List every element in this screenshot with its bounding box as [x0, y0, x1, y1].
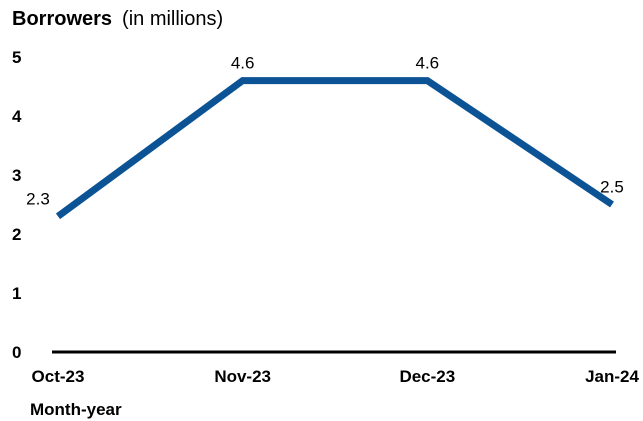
data-label: 4.6: [231, 54, 255, 73]
y-tick-label: 4: [12, 107, 22, 126]
data-label: 2.5: [600, 178, 624, 197]
chart-title-group: Borrowers (in millions): [12, 8, 223, 30]
y-tick-label: 1: [12, 284, 21, 303]
y-tick-label: 2: [12, 225, 21, 244]
y-axis-ticks: 0 1 2 3 4 5: [12, 48, 22, 362]
y-tick-label: 5: [12, 48, 21, 67]
y-tick-label: 0: [12, 343, 21, 362]
x-axis-label: Month-year: [30, 400, 122, 419]
x-tick-label: Nov-23: [214, 367, 271, 386]
x-axis-ticks: Oct-23 Nov-23 Dec-23 Jan-24: [32, 367, 640, 386]
chart-title: Borrowers: [12, 8, 112, 30]
chart-subtitle: (in millions): [122, 8, 223, 30]
data-label: 4.6: [416, 54, 440, 73]
x-tick-label: Jan-24: [585, 367, 639, 386]
data-label: 2.3: [26, 189, 50, 208]
x-tick-label: Oct-23: [32, 367, 85, 386]
y-tick-label: 3: [12, 166, 21, 185]
data-labels: 2.3 4.6 4.6 2.5: [26, 54, 624, 209]
series-line: [55, 77, 614, 220]
x-tick-label: Dec-23: [399, 367, 455, 386]
